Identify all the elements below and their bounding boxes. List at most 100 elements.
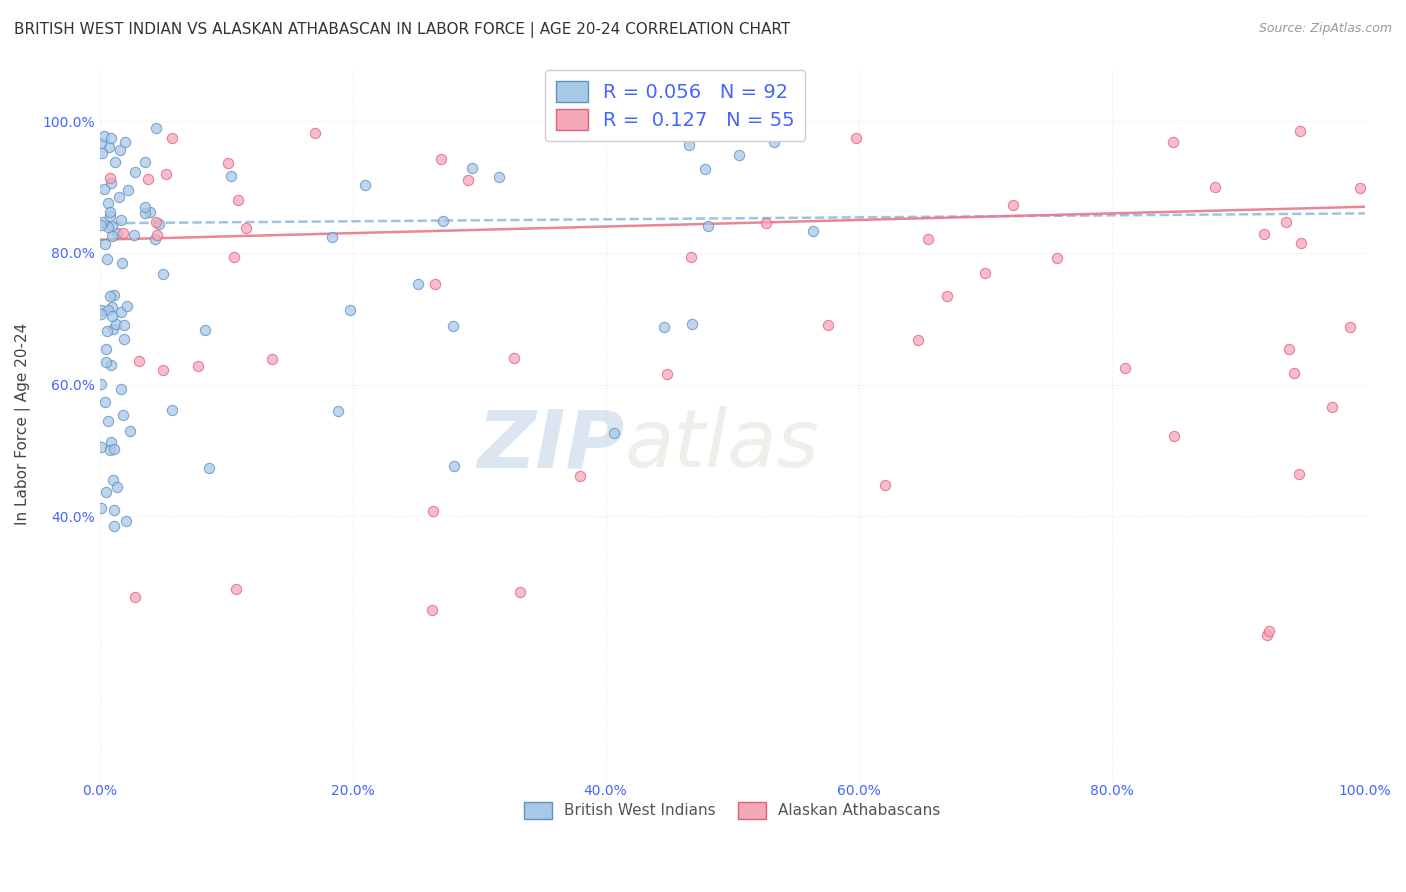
Point [1258, 624, 1281, 638]
Point [94, 355, 117, 369]
Point [97, 196, 120, 211]
Point [152, 363, 174, 377]
Point [304, 126, 326, 140]
Point [711, 116, 734, 130]
Point [114, 136, 136, 150]
Point [1339, 320, 1361, 334]
Point [1274, 215, 1296, 229]
Point [105, 480, 128, 494]
Point [93, 237, 115, 252]
Point [93, 215, 115, 229]
Point [100, 309, 122, 323]
Point [103, 288, 125, 302]
Point [143, 232, 166, 246]
Point [225, 582, 247, 597]
Point [443, 458, 465, 473]
Point [441, 318, 464, 333]
Point [101, 219, 124, 233]
Point [139, 205, 162, 219]
Point [94, 343, 117, 357]
Point [503, 351, 526, 365]
Point [353, 178, 375, 192]
Point [115, 514, 138, 528]
Point [98, 210, 121, 224]
Point [107, 190, 129, 204]
Point [100, 177, 122, 191]
Point [108, 143, 131, 157]
Text: atlas: atlas [624, 407, 820, 484]
Point [422, 504, 444, 518]
Point [96, 324, 118, 338]
Point [145, 121, 167, 136]
Point [112, 409, 135, 423]
Point [128, 354, 150, 368]
Point [1253, 227, 1275, 241]
Point [423, 277, 446, 292]
Point [875, 478, 897, 492]
Point [91, 146, 114, 161]
Point [603, 425, 626, 440]
Point [1163, 429, 1185, 443]
Point [260, 351, 283, 366]
Point [755, 216, 778, 230]
Point [93, 182, 115, 196]
Point [112, 332, 135, 346]
Point [679, 250, 702, 264]
Point [217, 156, 239, 170]
Point [90, 440, 112, 454]
Point [124, 590, 146, 604]
Point [321, 230, 343, 244]
Point [509, 584, 531, 599]
Point [1288, 124, 1310, 138]
Point [97, 302, 120, 317]
Point [98, 205, 121, 219]
Point [105, 226, 128, 240]
Point [762, 135, 785, 149]
Point [98, 442, 121, 457]
Point [100, 358, 122, 372]
Point [1289, 236, 1312, 251]
Point [917, 232, 939, 246]
Text: BRITISH WEST INDIAN VS ALASKAN ATHABASCAN IN LABOR FORCE | AGE 20-24 CORRELATION: BRITISH WEST INDIAN VS ALASKAN ATHABASCA… [14, 22, 790, 38]
Point [117, 183, 139, 197]
Point [695, 161, 717, 176]
Point [235, 220, 257, 235]
Point [1282, 366, 1305, 380]
Point [420, 602, 443, 616]
Point [1278, 342, 1301, 356]
Point [104, 154, 127, 169]
Point [100, 300, 122, 314]
Point [100, 131, 122, 145]
Point [801, 225, 824, 239]
Point [103, 503, 125, 517]
Point [681, 317, 703, 331]
Point [1288, 467, 1310, 481]
Point [162, 130, 184, 145]
Point [122, 227, 145, 242]
Point [90, 218, 112, 232]
Point [134, 200, 156, 214]
Point [90, 302, 112, 317]
Point [103, 518, 125, 533]
Point [219, 169, 242, 183]
Point [155, 168, 177, 182]
Point [120, 424, 142, 438]
Point [1256, 628, 1278, 642]
Point [112, 318, 135, 332]
Point [187, 359, 209, 373]
Point [111, 226, 134, 240]
Point [678, 138, 700, 153]
Point [110, 212, 132, 227]
Point [1348, 181, 1371, 195]
Point [93, 395, 115, 409]
Point [430, 152, 453, 166]
Point [907, 333, 929, 347]
Point [97, 140, 120, 154]
Point [101, 228, 124, 243]
Point [94, 484, 117, 499]
Point [90, 500, 112, 515]
Point [134, 206, 156, 220]
Point [460, 161, 482, 175]
Point [935, 289, 957, 303]
Point [973, 266, 995, 280]
